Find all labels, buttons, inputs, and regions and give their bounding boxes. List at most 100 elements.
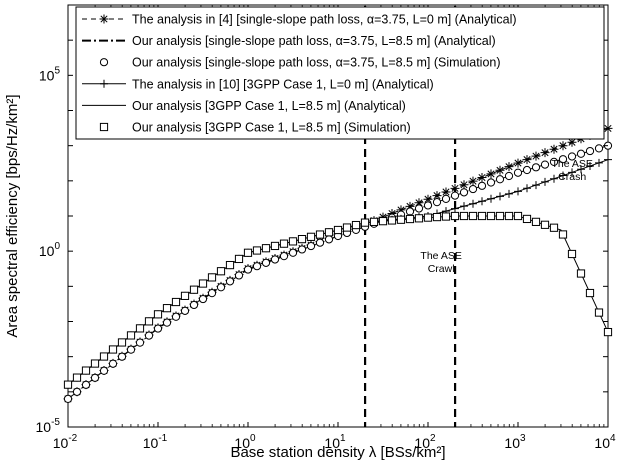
annotation-label: The ASE Crawl (420, 250, 461, 275)
circle-marker (432, 198, 442, 207)
asterisk-marker (504, 162, 514, 172)
plus-marker (532, 181, 540, 190)
square-marker (279, 239, 289, 248)
legend-label: Our analysis [3GPP Case 1, L=8.5 m] (Ana… (132, 99, 406, 113)
square-marker (270, 241, 280, 251)
plus-marker (505, 189, 513, 198)
square-marker (423, 213, 433, 222)
plus-marker (478, 197, 486, 206)
circle-marker (108, 359, 118, 368)
plus-marker (568, 168, 576, 177)
square-marker (558, 230, 568, 239)
square-marker (198, 279, 208, 288)
square-marker (594, 308, 604, 317)
circle-marker (414, 204, 424, 213)
y-axis-label: Area spectral efficiency [bps/Hz/km²] (4, 94, 21, 337)
circle-marker (261, 258, 271, 267)
asterisk-marker (423, 194, 433, 204)
circle-marker (459, 188, 469, 197)
square-marker (252, 246, 262, 255)
square-marker (405, 214, 415, 224)
circle-marker (324, 235, 334, 244)
circle-marker (504, 171, 514, 181)
circle-marker (486, 178, 496, 187)
circle-marker (144, 331, 154, 340)
y-tick-label: 105 (39, 65, 61, 83)
square-marker (414, 214, 424, 223)
circle-marker (207, 289, 217, 298)
circle-marker (576, 149, 586, 158)
square-marker (360, 218, 370, 227)
square-marker (90, 359, 100, 368)
square-marker (342, 223, 352, 232)
asterisk-marker (513, 158, 523, 168)
series (67, 215, 609, 386)
square-marker (585, 288, 595, 298)
square-marker (99, 122, 109, 132)
circle-marker (297, 245, 307, 254)
circle-marker (126, 345, 136, 354)
square-marker (495, 211, 505, 221)
legend-label: The analysis in [4] [single-slope path l… (132, 13, 517, 27)
plus-marker (100, 79, 108, 88)
circle-marker (63, 394, 73, 403)
circle-marker (495, 175, 505, 184)
asterisk-marker (405, 201, 415, 211)
asterisk-marker (567, 137, 577, 147)
circle-marker (135, 338, 145, 347)
x-tick-label: 100 (234, 433, 256, 451)
circle-marker (441, 194, 451, 203)
plus-marker (496, 192, 504, 201)
circle-marker (513, 168, 523, 177)
square-marker (234, 254, 244, 264)
series-line (67, 145, 609, 400)
series-layer (63, 123, 613, 404)
asterisk-marker (549, 144, 559, 154)
x-tick-label: 10-2 (53, 433, 78, 451)
square-marker (387, 216, 397, 225)
circle-marker (540, 160, 550, 169)
square-marker (171, 297, 181, 307)
plus-marker (595, 158, 603, 167)
plus-marker (514, 187, 522, 196)
circle-marker (450, 191, 460, 200)
plus-marker (586, 162, 594, 171)
square-marker (162, 304, 172, 313)
circle-marker (558, 155, 568, 164)
legend: The analysis in [4] [single-slope path l… (75, 6, 605, 140)
y-tick-label: 10-5 (36, 417, 61, 435)
circle-marker (315, 238, 325, 247)
square-marker (504, 211, 514, 221)
asterisk-marker (531, 151, 541, 161)
plus-marker (523, 184, 531, 193)
circle-marker (162, 318, 172, 327)
asterisk-marker (558, 141, 568, 151)
square-marker (99, 352, 109, 361)
square-marker (396, 215, 406, 224)
circle-marker (306, 241, 316, 251)
circle-marker (225, 277, 235, 286)
legend-label: Our analysis [3GPP Case 1, L=8.5 m] (Sim… (132, 121, 411, 135)
square-marker (351, 220, 361, 230)
circle-marker (99, 366, 109, 375)
asterisk-marker (540, 148, 550, 158)
square-marker (306, 232, 316, 241)
square-marker (63, 380, 73, 389)
circle-marker (468, 184, 478, 194)
circle-marker (171, 312, 181, 321)
square-marker (567, 249, 577, 259)
square-marker (477, 211, 487, 221)
circle-marker (90, 373, 100, 382)
square-marker (180, 291, 190, 300)
circle-marker (153, 324, 163, 333)
circle-marker (243, 265, 253, 274)
plus-marker (487, 194, 495, 203)
plus-marker (559, 171, 567, 180)
square-marker (216, 267, 226, 276)
circle-marker (594, 144, 604, 153)
asterisk-marker (396, 205, 406, 215)
asterisk-marker (414, 198, 424, 208)
square-marker (135, 324, 145, 333)
circle-marker (270, 255, 280, 264)
circle-marker (531, 163, 541, 172)
